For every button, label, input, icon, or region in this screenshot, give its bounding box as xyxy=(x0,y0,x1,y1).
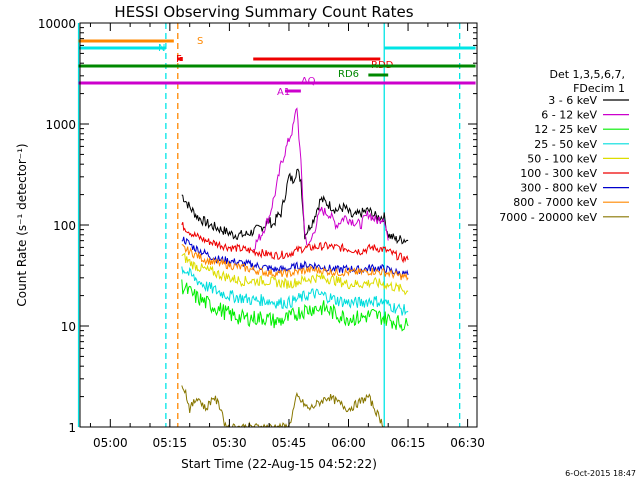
legend-label-3: 12 - 25 keV xyxy=(534,123,597,136)
x-tick-label-7: 06:30 xyxy=(450,436,485,450)
x-tick-label-3: 05:30 xyxy=(212,436,247,450)
legend-title-line-2: FDecim 1 xyxy=(573,82,625,95)
status-bar-label-6: RD6 xyxy=(338,69,359,80)
status-bar-f-marker xyxy=(179,57,183,61)
series-line-1 xyxy=(181,168,409,245)
x-tick-label-1: 05:00 xyxy=(93,436,128,450)
legend-title-line-1: Det 1,3,5,6,7, xyxy=(549,68,625,81)
status-bar-label-2: N xyxy=(158,43,165,54)
chart-title: HESSI Observing Summary Count Rates xyxy=(114,3,413,21)
series-line-9 xyxy=(181,385,385,429)
series-line-3 xyxy=(181,222,409,264)
y-tick-label-3: 100 xyxy=(53,219,76,233)
legend-label-2: 6 - 12 keV xyxy=(541,109,597,122)
x-axis-label: Start Time (22-Aug-15 04:52:22) xyxy=(181,457,377,471)
series-line-5 xyxy=(181,244,409,282)
legend-label-9: 7000 - 20000 keV xyxy=(499,211,597,224)
x-tick-label-4: 05:45 xyxy=(272,436,307,450)
y-axis-label: Count Rate (s⁻¹ detector⁻¹) xyxy=(15,143,29,306)
footer-timestamp: 6-Oct-2015 18:47 xyxy=(565,469,636,478)
y-tick-label-4: 1000 xyxy=(45,118,76,132)
legend-label-1: 3 - 6 keV xyxy=(548,94,597,107)
y-axis: 1 10 100 1000 10000 xyxy=(38,17,477,435)
status-bar-label-8: AQ xyxy=(301,76,316,87)
series-line-8 xyxy=(181,279,409,332)
status-bar-label-1: S xyxy=(197,36,203,47)
x-axis: 05:00 05:15 05:30 05:45 06:00 06:15 06:30 xyxy=(89,23,485,450)
series-line-7 xyxy=(181,266,409,316)
status-bar-label-4: F xyxy=(176,54,182,65)
series-line-6 xyxy=(181,252,409,296)
series-line-2 xyxy=(252,107,389,252)
legend-label-4: 25 - 50 keV xyxy=(534,138,597,151)
status-bar-label-9: A1 xyxy=(277,87,290,98)
x-tick-label-5: 06:00 xyxy=(331,436,366,450)
x-tick-label-6: 06:15 xyxy=(391,436,426,450)
legend-label-5: 50 - 100 keV xyxy=(527,152,597,165)
legend: Det 1,3,5,6,7, FDecim 1 3 - 6 keV 6 - 12 … xyxy=(499,68,629,224)
legend-label-8: 800 - 7000 keV xyxy=(513,196,597,209)
y-tick-label-2: 10 xyxy=(61,320,76,334)
legend-label-6: 100 - 300 keV xyxy=(520,167,597,180)
legend-label-7: 300 - 800 keV xyxy=(520,182,597,195)
x-tick-label-2: 05:15 xyxy=(153,436,188,450)
y-tick-label-5: 10000 xyxy=(38,17,76,31)
y-tick-label-1: 1 xyxy=(68,421,76,435)
plot-area: SNFRDDRD6AQA1 xyxy=(77,23,476,429)
